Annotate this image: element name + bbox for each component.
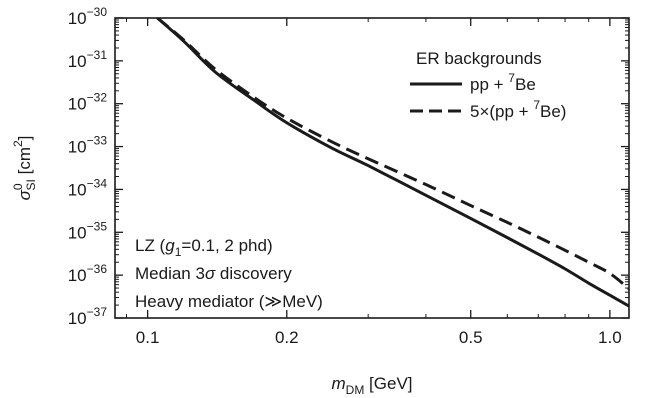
annotation-line: Median 3σ discovery (135, 264, 292, 283)
legend-title: ER backgrounds (416, 49, 542, 68)
x-tick-label: 1.0 (598, 328, 622, 347)
annotation-line: LZ (g1=0.1, 2 phd) (135, 236, 273, 259)
y-tick-label: 10−30 (68, 5, 108, 28)
dashed-series-line (156, 18, 629, 290)
y-tick-label: 10−36 (68, 262, 108, 285)
legend-entry-label: pp + 7Be (470, 71, 536, 94)
x-tick-label: 0.2 (275, 328, 299, 347)
y-tick-label: 10−34 (68, 176, 108, 199)
plot-frame (114, 17, 630, 319)
legend-entry-label: 5×(pp + 7Be) (470, 98, 566, 121)
x-axis-title: mDM [GeV] (331, 374, 412, 397)
y-tick-label: 10−37 (68, 305, 108, 328)
y-axis-title: σ0SI [cm2] (11, 136, 38, 201)
annotation-line: Heavy mediator (≫MeV) (135, 292, 323, 311)
x-tick-label: 0.5 (459, 328, 483, 347)
solid-series-line (156, 18, 629, 308)
y-tick-label: 10−35 (68, 219, 108, 242)
y-tick-label: 10−31 (68, 48, 108, 71)
y-tick-label: 10−32 (68, 91, 108, 114)
y-tick-label: 10−33 (68, 134, 108, 157)
x-tick-label: 0.1 (136, 328, 160, 347)
